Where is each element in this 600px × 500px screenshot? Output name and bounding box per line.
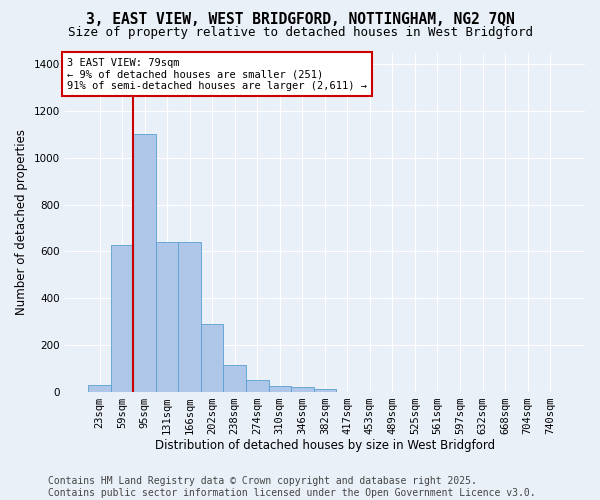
Text: Size of property relative to detached houses in West Bridgford: Size of property relative to detached ho… — [67, 26, 533, 39]
Y-axis label: Number of detached properties: Number of detached properties — [15, 129, 28, 315]
Bar — [314, 389, 336, 392]
Text: 3 EAST VIEW: 79sqm
← 9% of detached houses are smaller (251)
91% of semi-detache: 3 EAST VIEW: 79sqm ← 9% of detached hous… — [67, 58, 367, 91]
Bar — [246, 380, 269, 392]
Bar — [111, 246, 133, 392]
Bar — [178, 242, 201, 392]
Bar — [269, 386, 291, 392]
Bar — [201, 324, 223, 392]
Bar — [223, 364, 246, 392]
Bar — [88, 384, 111, 392]
Text: Contains HM Land Registry data © Crown copyright and database right 2025.
Contai: Contains HM Land Registry data © Crown c… — [48, 476, 536, 498]
Text: 3, EAST VIEW, WEST BRIDGFORD, NOTTINGHAM, NG2 7QN: 3, EAST VIEW, WEST BRIDGFORD, NOTTINGHAM… — [86, 12, 514, 28]
Bar — [291, 387, 314, 392]
X-axis label: Distribution of detached houses by size in West Bridgford: Distribution of detached houses by size … — [155, 440, 495, 452]
Bar — [133, 134, 156, 392]
Bar — [156, 242, 178, 392]
